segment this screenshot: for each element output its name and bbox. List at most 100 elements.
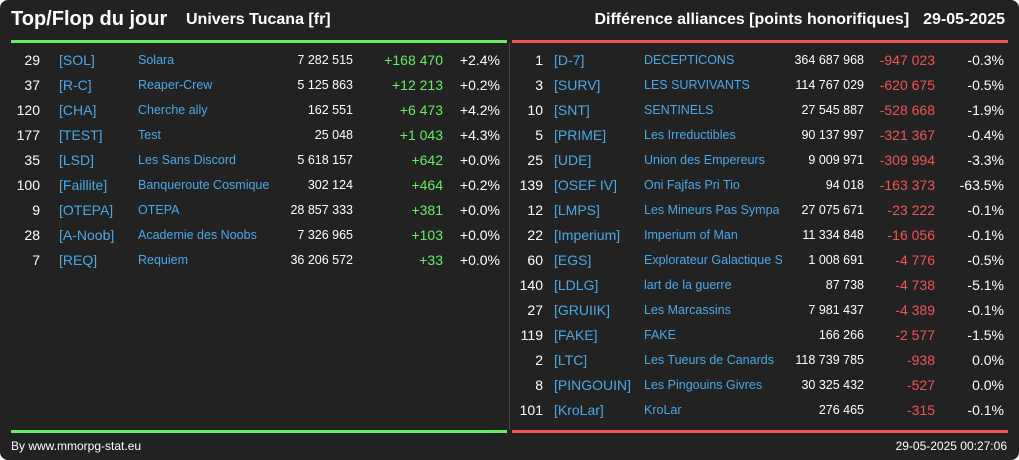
alliance-tag[interactable]: [LMPS]	[554, 202, 600, 218]
alliance-name[interactable]: Cherche ally	[138, 103, 208, 117]
alliance-name[interactable]: Banqueroute Cosmique	[138, 178, 270, 192]
alliance-rank: 29	[24, 52, 40, 68]
alliance-tag[interactable]: [KroLar]	[554, 402, 604, 418]
alliance-tag[interactable]: [CHA]	[59, 102, 97, 118]
alliance-rank: 22	[527, 227, 543, 243]
alliance-points: 162 551	[307, 103, 353, 117]
table-row: 8 [PINGOUIN] Les Pingouins Givres 30 325 43…	[0, 372, 1019, 397]
alliance-rank: 140	[519, 277, 543, 293]
alliance-tag[interactable]: [Imperium]	[554, 227, 621, 243]
alliance-name[interactable]: Test	[138, 128, 161, 142]
alliance-name[interactable]: Solara	[138, 53, 175, 67]
table-row: 139 [OSEF IV] Oni Fajfas Pri Tio 94 018 -163…	[0, 172, 1019, 197]
alliance-name[interactable]: SENTINELS	[644, 103, 714, 117]
alliance-name[interactable]: Academie des Noobs	[138, 228, 257, 242]
percent-change: -1.9%	[967, 102, 1004, 118]
alliance-name[interactable]: Les Tueurs de Canards	[644, 353, 774, 367]
percent-change: -3.3%	[967, 152, 1004, 168]
alliance-rank: 139	[519, 177, 543, 193]
alliance-tag[interactable]: [OSEF IV]	[554, 177, 618, 193]
percent-change: 0.0%	[972, 352, 1004, 368]
alliance-name[interactable]: Requiem	[138, 253, 189, 267]
alliance-points: 27 545 887	[801, 103, 864, 117]
alliance-points: 27 075 671	[801, 203, 864, 217]
alliance-name[interactable]: FAKE	[644, 328, 676, 342]
alliance-tag[interactable]: [PINGOUIN]	[554, 377, 632, 393]
alliance-name[interactable]: Imperium of Man	[644, 228, 738, 242]
alliance-name[interactable]: Explorateur Galactique S	[644, 253, 782, 267]
alliance-tag[interactable]: [UDE]	[554, 152, 592, 168]
alliance-name[interactable]: Les Sans Discord	[138, 153, 236, 167]
alliance-points: 7 282 515	[297, 53, 353, 67]
alliance-name[interactable]: Les Marcassins	[644, 303, 731, 317]
alliance-name[interactable]: DECEPTICONS	[644, 53, 735, 67]
points-delta: -16 056	[887, 227, 935, 243]
alliance-name[interactable]: Les Pingouins Givres	[644, 378, 763, 392]
percent-change: 0.0%	[972, 377, 1004, 393]
alliance-points: 94 018	[825, 178, 864, 192]
alliance-tag[interactable]: [OTEPA]	[59, 202, 114, 218]
percent-change: -0.5%	[967, 252, 1004, 268]
table-row: 10 [SNT] SENTINELS 27 545 887 -528 668 -1.9%	[0, 97, 1019, 122]
alliance-rank: 177	[16, 127, 40, 143]
alliance-name[interactable]: KroLar	[644, 403, 682, 417]
alliance-tag[interactable]: [D-7]	[554, 52, 585, 68]
table-row: 2 [LTC] Les Tueurs de Canards 118 739 785 -9…	[0, 347, 1019, 372]
alliance-rank: 100	[16, 177, 40, 193]
alliance-tag[interactable]: [SURV]	[554, 77, 601, 93]
alliance-rank: 2	[535, 352, 543, 368]
alliance-tag[interactable]: [SNT]	[554, 102, 590, 118]
alliance-tag[interactable]: [LDLG]	[554, 277, 599, 293]
alliance-tag[interactable]: [EGS]	[554, 252, 592, 268]
alliance-tag[interactable]: [SOL]	[59, 52, 95, 68]
percent-change: +0.0%	[459, 152, 500, 168]
table-row: 101 [KroLar] KroLar 276 465 -315 -0.1%	[0, 397, 1019, 422]
alliance-tag[interactable]: [PRIME]	[554, 127, 607, 143]
alliance-name[interactable]: LES SURVIVANTS	[644, 78, 750, 92]
points-delta: -309 994	[879, 152, 935, 168]
alliance-tag[interactable]: [LSD]	[59, 152, 95, 168]
percent-change: -0.1%	[967, 227, 1004, 243]
source-credit: By www.mmorpg-stat.eu	[11, 439, 142, 453]
percent-change: +0.2%	[459, 77, 500, 93]
table-row: 120 [CHA] Cherche ally 162 551 +6 473 +4.2%	[0, 97, 509, 122]
alliance-name[interactable]: Les Irreductibles	[644, 128, 736, 142]
percent-change: -0.3%	[967, 52, 1004, 68]
alliance-rank: 5	[535, 127, 543, 143]
percent-change: -0.1%	[967, 202, 1004, 218]
table-row: 100 [Faillite] Banqueroute Cosmique 302 124…	[0, 172, 509, 197]
alliance-tag[interactable]: [REQ]	[59, 252, 98, 268]
percent-change: -0.1%	[967, 302, 1004, 318]
table-row: 22 [Imperium] Imperium of Man 11 334 848 -16…	[0, 222, 1019, 247]
alliance-tag[interactable]: [GRUIIK]	[554, 302, 611, 318]
points-delta: -321 367	[879, 127, 935, 143]
percent-change: +0.0%	[459, 227, 500, 243]
alliance-rank: 25	[527, 152, 543, 168]
alliance-tag[interactable]: [Faillite]	[59, 177, 108, 193]
table-row: 7 [REQ] Requiem 36 206 572 +33 +0.0%	[0, 247, 509, 272]
points-delta: -4 776	[895, 252, 935, 268]
alliance-name[interactable]: Union des Empereurs	[644, 153, 765, 167]
alliance-tag[interactable]: [R-C]	[59, 77, 92, 93]
alliance-points: 36 206 572	[290, 253, 353, 267]
bottom-divider-red	[512, 430, 1008, 433]
alliance-points: 25 048	[314, 128, 353, 142]
alliance-name[interactable]: Les Mineurs Pas Sympa	[644, 203, 780, 217]
alliance-points: 7 981 437	[808, 303, 864, 317]
table-row: 177 [TEST] Test 25 048 +1 043 +4.3%	[0, 122, 509, 147]
alliance-tag[interactable]: [FAKE]	[554, 327, 598, 343]
alliance-rank: 3	[535, 77, 543, 93]
alliance-points: 9 009 971	[808, 153, 864, 167]
alliance-tag[interactable]: [TEST]	[59, 127, 103, 143]
alliance-tag[interactable]: [A-Noob]	[59, 227, 115, 243]
percent-change: -0.1%	[967, 402, 1004, 418]
table-row: 37 [R-C] Reaper-Crew 5 125 863 +12 213 +0.2%	[0, 72, 509, 97]
alliance-rank: 101	[519, 402, 543, 418]
alliance-tag[interactable]: [LTC]	[554, 352, 588, 368]
alliance-name[interactable]: lart de la guerre	[644, 278, 732, 292]
table-row: 5 [PRIME] Les Irreductibles 90 137 997 -321 …	[0, 122, 1019, 147]
alliance-name[interactable]: Oni Fajfas Pri Tio	[644, 178, 740, 192]
alliance-name[interactable]: Reaper-Crew	[138, 78, 213, 92]
table-row: 119 [FAKE] FAKE 166 266 -2 577 -1.5%	[0, 322, 1019, 347]
alliance-name[interactable]: OTEPA	[138, 203, 180, 217]
